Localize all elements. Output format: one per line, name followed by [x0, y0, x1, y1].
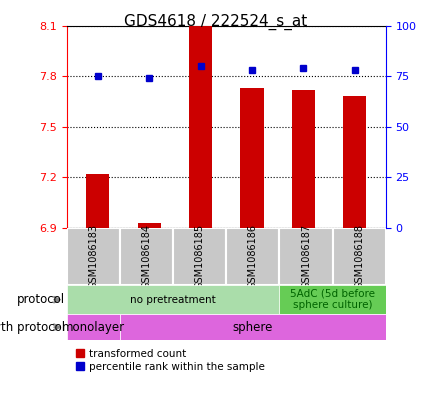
- Text: sphere: sphere: [232, 321, 273, 334]
- Text: 5AdC (5d before
sphere culture): 5AdC (5d before sphere culture): [289, 289, 374, 310]
- Text: growth protocol: growth protocol: [0, 321, 64, 334]
- Text: GSM1086187: GSM1086187: [300, 224, 310, 289]
- Bar: [226, 228, 279, 285]
- Bar: [343, 96, 366, 228]
- Bar: [173, 228, 226, 285]
- Bar: [137, 223, 160, 228]
- Legend: transformed count, percentile rank within the sample: transformed count, percentile rank withi…: [72, 345, 268, 376]
- Bar: [332, 228, 385, 285]
- Bar: [240, 88, 263, 228]
- Text: GDS4618 / 222524_s_at: GDS4618 / 222524_s_at: [123, 14, 307, 30]
- Text: GSM1086188: GSM1086188: [353, 224, 363, 289]
- Bar: [279, 285, 385, 314]
- Text: GSM1086184: GSM1086184: [141, 224, 151, 289]
- Bar: [67, 314, 120, 340]
- Text: protocol: protocol: [16, 293, 64, 306]
- Bar: [67, 228, 120, 285]
- Bar: [279, 228, 332, 285]
- Text: GSM1086185: GSM1086185: [194, 224, 204, 289]
- Text: no pretreatment: no pretreatment: [130, 295, 215, 305]
- Bar: [86, 174, 109, 228]
- Text: GSM1086186: GSM1086186: [247, 224, 257, 289]
- Text: GSM1086183: GSM1086183: [88, 224, 98, 289]
- Bar: [120, 228, 173, 285]
- Bar: [67, 285, 279, 314]
- Text: monolayer: monolayer: [61, 321, 125, 334]
- Bar: [188, 26, 212, 228]
- Bar: [291, 90, 314, 228]
- Bar: [120, 314, 385, 340]
